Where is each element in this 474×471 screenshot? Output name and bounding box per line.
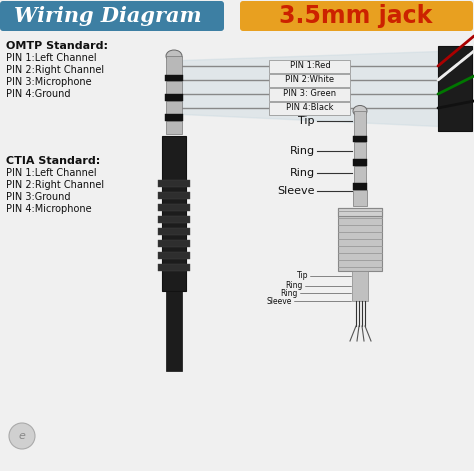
Text: Wiring Diagram: Wiring Diagram bbox=[14, 6, 201, 26]
FancyBboxPatch shape bbox=[0, 1, 224, 31]
Bar bbox=[158, 216, 190, 223]
Text: PIN 4:Microphone: PIN 4:Microphone bbox=[6, 204, 91, 214]
FancyBboxPatch shape bbox=[270, 88, 350, 100]
Bar bbox=[165, 114, 183, 121]
Bar bbox=[166, 56, 182, 75]
Bar bbox=[158, 252, 190, 259]
Bar bbox=[352, 271, 368, 301]
Text: PIN 2:Right Channel: PIN 2:Right Channel bbox=[6, 65, 104, 75]
Text: PIN 2:White: PIN 2:White bbox=[285, 75, 335, 84]
Text: CTIA Standard:: CTIA Standard: bbox=[6, 156, 100, 166]
Bar bbox=[166, 101, 182, 114]
FancyBboxPatch shape bbox=[270, 73, 350, 87]
Bar bbox=[353, 136, 367, 142]
Text: PIN 3: Green: PIN 3: Green bbox=[283, 89, 337, 98]
Bar bbox=[158, 264, 190, 271]
Text: PIN 3:Ground: PIN 3:Ground bbox=[6, 192, 71, 202]
Ellipse shape bbox=[353, 106, 367, 116]
Text: 3.5mm jack: 3.5mm jack bbox=[279, 4, 433, 28]
FancyBboxPatch shape bbox=[270, 59, 350, 73]
Bar bbox=[158, 180, 190, 187]
Ellipse shape bbox=[166, 50, 182, 62]
Text: Ring: Ring bbox=[290, 168, 315, 178]
Text: Ring: Ring bbox=[290, 146, 315, 156]
Text: PIN 4:Ground: PIN 4:Ground bbox=[6, 89, 71, 99]
Bar bbox=[353, 183, 367, 190]
Bar bbox=[158, 228, 190, 235]
FancyBboxPatch shape bbox=[338, 208, 382, 271]
Bar bbox=[354, 166, 366, 183]
Bar bbox=[165, 94, 183, 101]
Bar bbox=[166, 81, 182, 94]
Bar bbox=[166, 291, 182, 371]
Bar bbox=[165, 75, 183, 81]
Bar bbox=[353, 159, 367, 166]
Text: PIN 1:Left Channel: PIN 1:Left Channel bbox=[6, 53, 97, 63]
Text: PIN 1:Red: PIN 1:Red bbox=[290, 62, 330, 71]
Bar bbox=[353, 190, 367, 206]
Bar bbox=[354, 142, 366, 159]
Text: OMTP Standard:: OMTP Standard: bbox=[6, 41, 108, 51]
Text: Tip: Tip bbox=[299, 116, 315, 126]
Text: PIN 2:Right Channel: PIN 2:Right Channel bbox=[6, 180, 104, 190]
Text: Ring: Ring bbox=[286, 282, 303, 291]
Bar bbox=[338, 208, 382, 216]
Text: PIN 4:Black: PIN 4:Black bbox=[286, 104, 334, 113]
Bar bbox=[162, 136, 186, 291]
Text: Ring: Ring bbox=[281, 289, 298, 298]
Bar bbox=[438, 46, 472, 131]
FancyBboxPatch shape bbox=[270, 101, 350, 114]
Text: Sleeve: Sleeve bbox=[266, 297, 292, 306]
Bar bbox=[354, 111, 366, 136]
Bar bbox=[158, 204, 190, 211]
FancyBboxPatch shape bbox=[240, 1, 473, 31]
Text: PIN 1:Left Channel: PIN 1:Left Channel bbox=[6, 168, 97, 178]
Bar bbox=[158, 192, 190, 199]
Bar bbox=[166, 121, 182, 134]
Circle shape bbox=[9, 423, 35, 449]
Text: Tip: Tip bbox=[297, 271, 308, 281]
Text: Sleeve: Sleeve bbox=[277, 186, 315, 196]
Text: PIN 3:Microphone: PIN 3:Microphone bbox=[6, 77, 91, 87]
Bar bbox=[158, 240, 190, 247]
Text: e: e bbox=[18, 431, 26, 441]
